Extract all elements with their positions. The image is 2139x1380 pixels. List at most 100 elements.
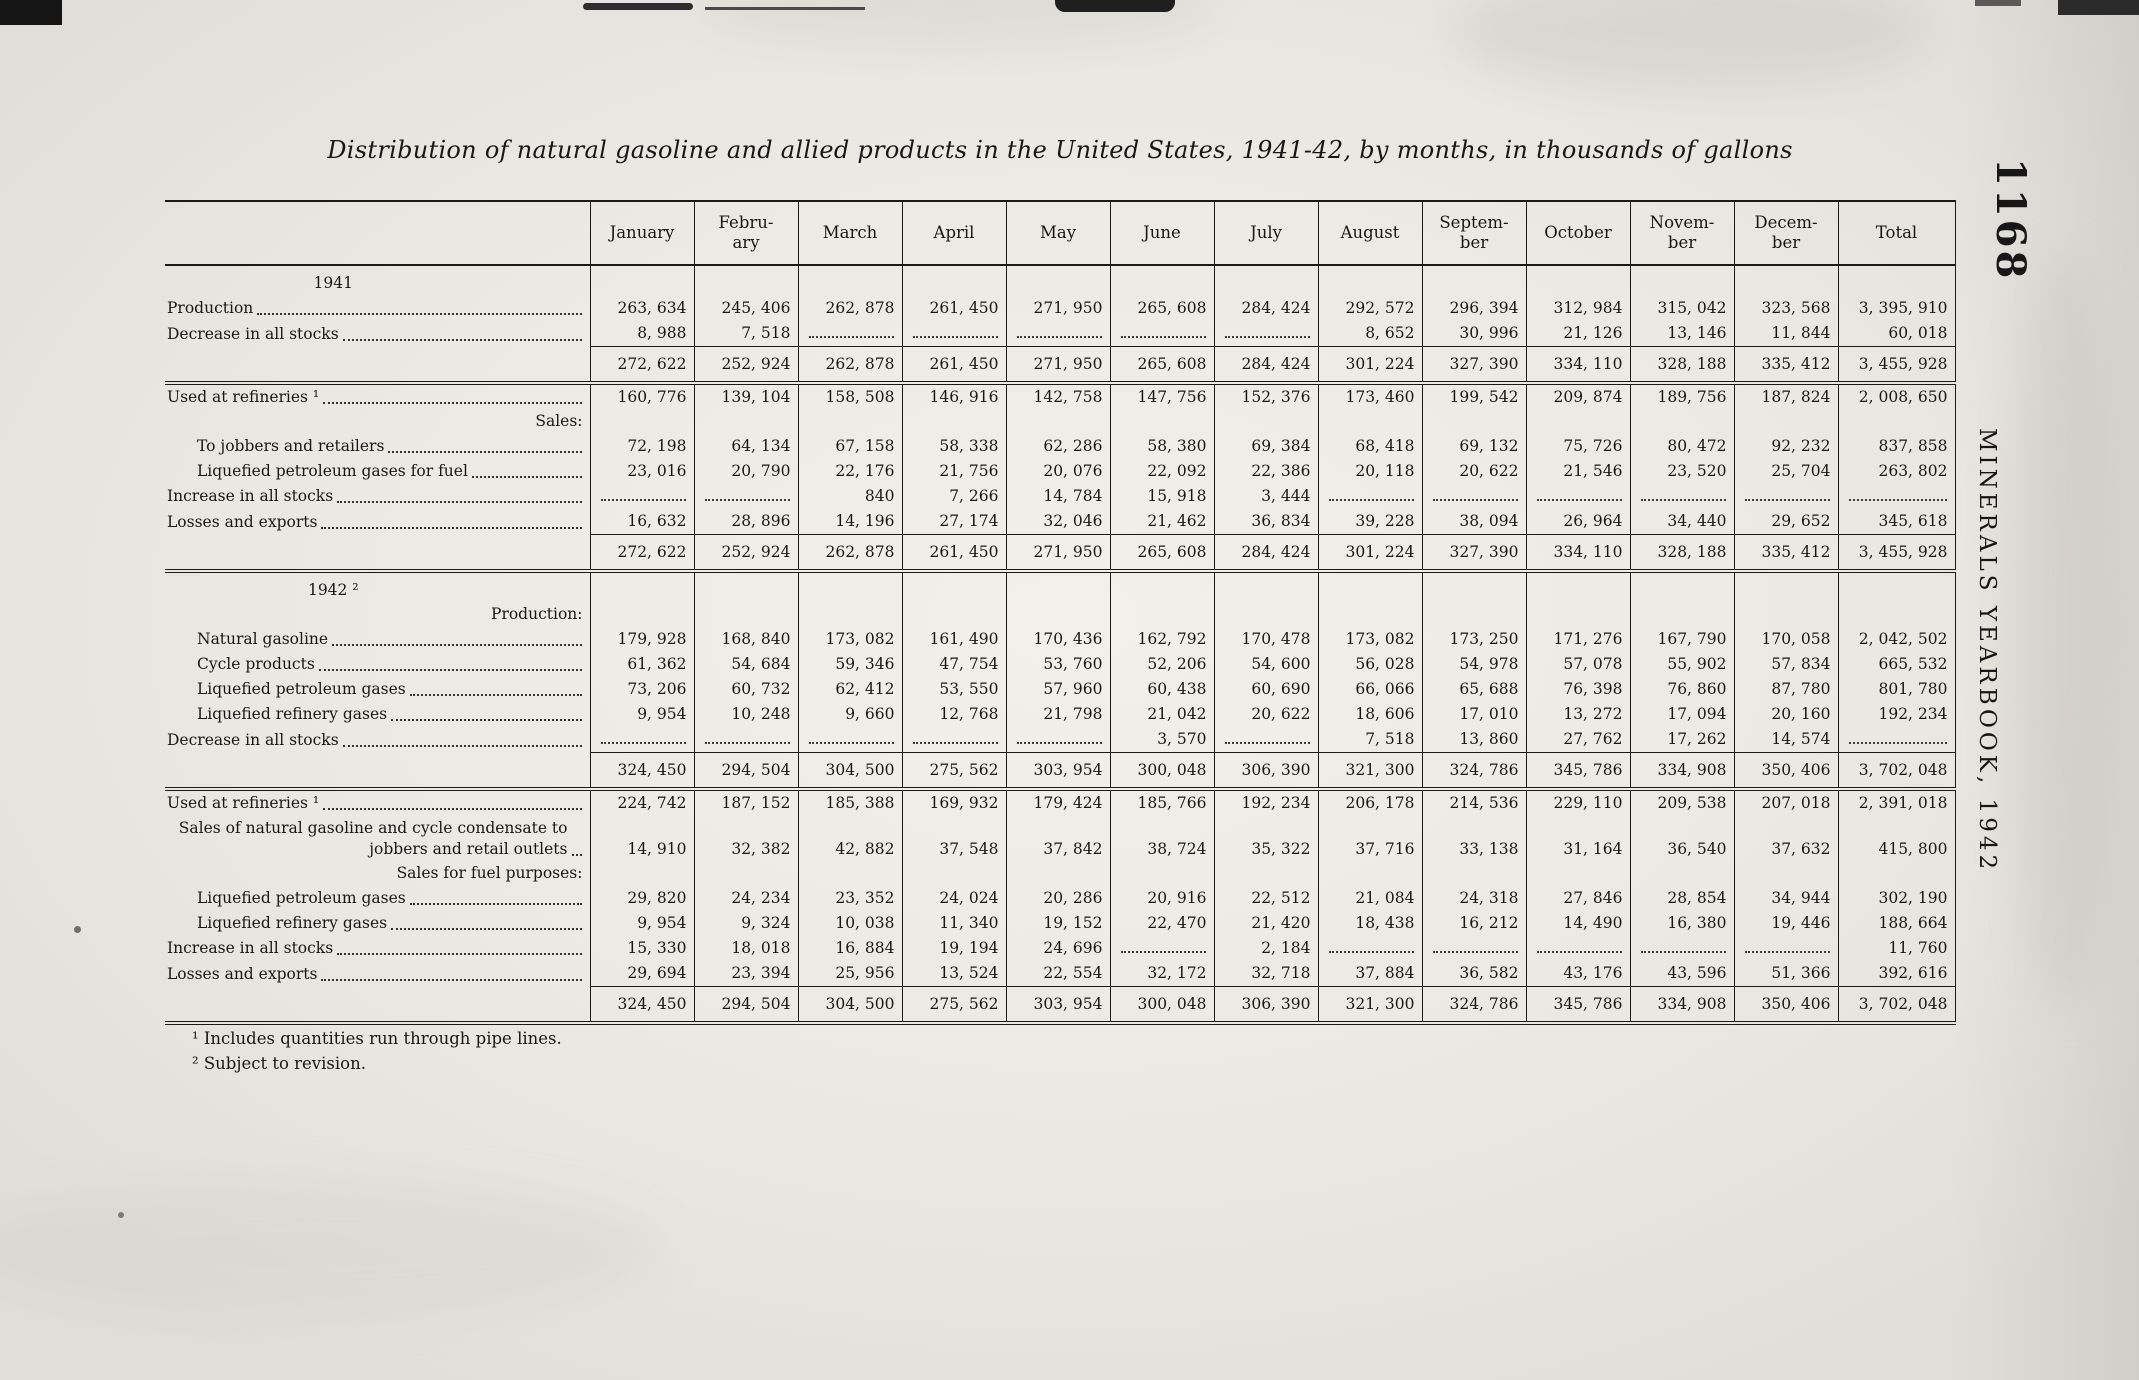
data-cell: 158, 508 <box>797 383 902 410</box>
data-cell: 37, 632 <box>1733 816 1838 862</box>
data-cell <box>1109 603 1214 627</box>
row-label: Losses and exports <box>167 964 318 983</box>
scan-artifact <box>1450 0 1930 90</box>
data-cell: 3, 444 <box>1213 484 1318 509</box>
row-label: To jobbers and retailers <box>197 437 385 455</box>
data-cell <box>1317 862 1422 886</box>
data-cell <box>589 727 694 753</box>
data-cell: 69, 384 <box>1213 434 1318 459</box>
data-cell <box>1005 410 1110 434</box>
data-cell: 32, 718 <box>1213 961 1318 987</box>
empty-cell-dashes <box>1432 499 1518 501</box>
scan-artifact <box>0 0 62 25</box>
dotted-leader <box>321 526 582 529</box>
data-cell: 27, 174 <box>901 509 1006 535</box>
data-cell: 302, 190 <box>1837 886 1956 911</box>
column-header: April <box>901 200 1006 266</box>
data-cell <box>1733 410 1838 434</box>
data-row: Losses and exports 29, 694 23, 394 25, 956 1… <box>165 961 1956 987</box>
row-label-cell: Used at refineries ¹ <box>165 383 590 410</box>
table-header: January Febru- ary March April May June July Au… <box>165 200 1956 266</box>
data-cell <box>1317 936 1422 961</box>
dotted-leader <box>409 903 582 905</box>
data-cell: 224, 742 <box>589 789 694 816</box>
data-cell <box>1525 265 1630 296</box>
data-cell: 32, 172 <box>1109 961 1214 987</box>
empty-cell-dashes <box>1744 951 1830 953</box>
data-cell: 168, 840 <box>693 627 798 652</box>
data-cell: 284, 424 <box>1213 296 1318 321</box>
data-cell: 265, 608 <box>1109 296 1214 321</box>
data-cell: 2, 008, 650 <box>1837 383 1956 410</box>
row-label-cell: 1942 ² <box>307 581 359 599</box>
data-cell: 271, 950 <box>1005 296 1110 321</box>
data-cell: 57, 078 <box>1525 652 1630 677</box>
data-cell: 324, 786 <box>1421 752 1526 791</box>
empty-cell-dashes <box>1848 742 1947 744</box>
stub-header <box>165 200 590 266</box>
subtotal-row: 272, 622 252, 924 262, 878 261, 450 271, 950… <box>165 534 1956 573</box>
data-cell: 10, 038 <box>797 911 902 936</box>
row-label-cell <box>165 346 590 385</box>
data-cell: 303, 954 <box>1005 752 1110 791</box>
data-cell: 334, 908 <box>1629 986 1734 1025</box>
data-row: Liquefied refinery gases 9, 954 10, 248 9, … <box>165 702 1956 727</box>
data-cell <box>1005 727 1110 753</box>
row-label: Production <box>167 299 254 317</box>
table-body: 1941 Production 263, 634 245, 406 262, 878 26… <box>165 265 1956 1025</box>
data-cell: 9, 324 <box>693 911 798 936</box>
data-cell <box>1629 265 1734 296</box>
data-cell: 92, 232 <box>1733 434 1838 459</box>
column-header: Novem- ber <box>1629 200 1734 266</box>
column-header: May <box>1005 200 1110 266</box>
data-cell <box>1837 862 1956 886</box>
data-cell: 37, 884 <box>1317 961 1422 987</box>
empty-cell-dashes <box>912 742 998 744</box>
data-cell: 292, 572 <box>1317 296 1422 321</box>
data-cell <box>1109 936 1214 961</box>
data-cell: 284, 424 <box>1213 534 1318 573</box>
data-cell: 261, 450 <box>901 346 1006 385</box>
data-cell: 56, 028 <box>1317 652 1422 677</box>
side-label: MINERALS YEARBOOK, 1942 <box>1974 428 2000 874</box>
data-cell <box>797 603 902 627</box>
row-label-cell <box>165 986 590 1025</box>
column-header: Febru- ary <box>693 200 798 266</box>
data-cell <box>1213 571 1318 603</box>
empty-cell-dashes <box>1432 951 1518 953</box>
data-row: To jobbers and retailers 72, 198 64, 134 67… <box>165 434 1956 459</box>
data-cell: 16, 212 <box>1421 911 1526 936</box>
row-label-cell: Natural gasoline <box>165 627 590 652</box>
data-cell: 328, 188 <box>1629 534 1734 573</box>
data-cell: 23, 520 <box>1629 459 1734 484</box>
data-row: Liquefied petroleum gases 73, 206 60, 732 6… <box>165 677 1956 702</box>
data-cell: 27, 846 <box>1525 886 1630 911</box>
data-row: Cycle products 61, 362 54, 684 59, 346 47, 7… <box>165 652 1956 677</box>
data-cell: 20, 622 <box>1213 702 1318 727</box>
data-cell <box>1213 265 1318 296</box>
data-cell <box>589 862 694 886</box>
data-cell <box>901 727 1006 753</box>
data-cell <box>1005 603 1110 627</box>
data-cell: 20, 916 <box>1109 886 1214 911</box>
data-cell: 9, 954 <box>589 702 694 727</box>
data-cell: 22, 554 <box>1005 961 1110 987</box>
data-cell: 345, 786 <box>1525 752 1630 791</box>
data-cell: 301, 224 <box>1317 534 1422 573</box>
dotted-leader <box>323 402 582 404</box>
data-cell <box>1421 410 1526 434</box>
data-cell: 167, 790 <box>1629 627 1734 652</box>
data-cell: 189, 756 <box>1629 383 1734 410</box>
data-row: Liquefied petroleum gases 29, 820 24, 234 2… <box>165 886 1956 911</box>
data-cell: 21, 420 <box>1213 911 1318 936</box>
data-cell: 350, 406 <box>1733 752 1838 791</box>
data-cell: 38, 724 <box>1109 816 1214 862</box>
data-cell: 173, 082 <box>797 627 902 652</box>
data-cell: 312, 984 <box>1525 296 1630 321</box>
data-cell: 271, 950 <box>1005 534 1110 573</box>
data-cell: 303, 954 <box>1005 986 1110 1025</box>
data-cell: 321, 300 <box>1317 986 1422 1025</box>
data-cell <box>1421 603 1526 627</box>
data-cell: 16, 380 <box>1629 911 1734 936</box>
data-cell: 58, 380 <box>1109 434 1214 459</box>
